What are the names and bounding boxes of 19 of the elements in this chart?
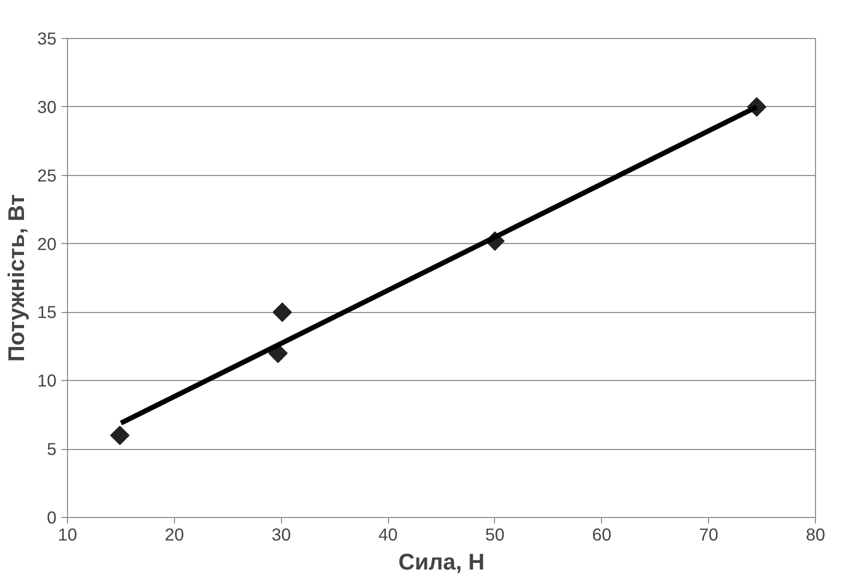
x-tick-label: 40 [378, 524, 398, 544]
x-tick-label: 20 [164, 524, 184, 544]
y-tick-label: 30 [37, 96, 57, 117]
x-tick-label: 50 [485, 524, 505, 544]
y-tick-label: 35 [37, 28, 57, 48]
y-axis-title: Потужність, Вт [3, 194, 30, 362]
x-tick-label: 60 [592, 524, 612, 544]
y-tick-label: 0 [46, 508, 57, 528]
x-tick-label: 70 [699, 524, 718, 544]
x-tick-label: 80 [806, 524, 826, 544]
point [272, 302, 292, 322]
y-tick-label: 10 [37, 370, 57, 391]
y-tick-label: 15 [37, 302, 57, 322]
y-tick-label: 20 [37, 234, 57, 254]
x-axis-title: Сила, Н [398, 548, 485, 574]
y-tick-label: 25 [37, 165, 57, 186]
x-tick-label: 30 [272, 524, 291, 544]
y-tick-label: 5 [46, 439, 57, 460]
point [110, 426, 130, 446]
